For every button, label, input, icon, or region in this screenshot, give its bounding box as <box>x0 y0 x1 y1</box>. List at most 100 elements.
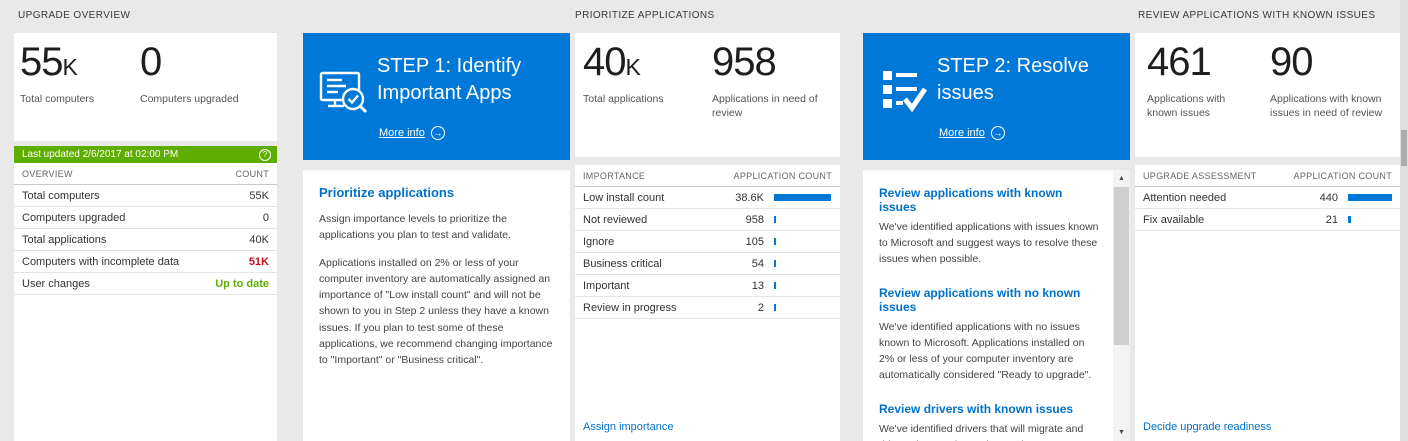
count-bar <box>774 216 776 223</box>
section-label-prioritize-applications: PRIORITIZE APPLICATIONS <box>575 10 715 21</box>
row-value: 55K <box>249 189 269 202</box>
row-value: 2 <box>757 301 764 314</box>
row-label: Computers with incomplete data <box>22 255 180 268</box>
bar-cell <box>774 275 832 296</box>
review-apps-known-issues-link[interactable]: Review applications with known issues <box>879 186 1063 214</box>
table-row-user-changes: User changes Up to date <box>14 273 277 295</box>
row-label: Important <box>583 279 630 292</box>
table-header: OVERVIEW COUNT <box>14 163 277 185</box>
table-row-low-install-count: Low install count 38.6K <box>575 187 840 209</box>
count-bar <box>774 304 776 311</box>
stat-suffix: K <box>625 54 641 80</box>
stat-value: 90 <box>1270 39 1388 90</box>
stat-number: 90 <box>1270 40 1313 84</box>
review-apps-known-issues-text: We've identified applications with issue… <box>879 221 1099 265</box>
stat-value: 0 <box>140 39 239 90</box>
column-header-overview: OVERVIEW <box>22 168 73 179</box>
review-apps-no-known-issues-link[interactable]: Review applications with no known issues <box>879 286 1081 315</box>
prioritize-stats-tile: 40K Total applications 958 Applications … <box>575 33 840 157</box>
row-label: Review in progress <box>583 301 677 314</box>
stat-label: Applications in need of review <box>712 93 818 119</box>
scroll-down-icon[interactable]: ▼ <box>1118 429 1125 436</box>
bar-cell <box>774 187 832 208</box>
count-bar <box>1348 216 1351 223</box>
row-label: Low install count <box>583 191 665 204</box>
count-bar <box>774 238 776 245</box>
row-label: Computers upgraded <box>22 211 126 224</box>
overview-stats-tile: 55K Total computers 0 Computers upgraded <box>14 33 277 141</box>
step2-card[interactable]: STEP 2: Resolve issues More info → <box>863 33 1130 160</box>
stat-value: 958 <box>712 39 824 90</box>
review-apps-no-known-issues-text: We've identified applications with no is… <box>879 321 1092 381</box>
review-drivers-known-issues-link[interactable]: Review drivers with known issues <box>879 402 1074 417</box>
table-row-total-applications: Total applications 40K <box>14 229 277 251</box>
stat-number: 0 <box>140 40 162 84</box>
importance-table-tile: IMPORTANCE APPLICATION COUNT Low install… <box>575 165 840 441</box>
decide-upgrade-readiness-link[interactable]: Decide upgrade readiness <box>1143 421 1272 433</box>
row-value-alert: 51K <box>248 255 269 268</box>
review-drivers-known-issues-text: We've identified drivers that will migra… <box>879 423 1090 441</box>
assign-importance-link[interactable]: Assign importance <box>583 421 674 433</box>
scrollbar-thumb[interactable] <box>1114 187 1129 345</box>
step2-content: Review applications with known issues We… <box>863 170 1113 441</box>
column-header-upgrade-assessment: UPGRADE ASSESSMENT <box>1143 170 1257 181</box>
step1-more-info-link[interactable]: More info → <box>379 126 445 140</box>
row-label: Fix available <box>1143 213 1205 226</box>
step1-card[interactable]: STEP 1: Identify Important Apps More inf… <box>303 33 570 160</box>
column-header-importance: IMPORTANCE <box>583 170 646 181</box>
table-row-review-in-progress: Review in progress 2 <box>575 297 840 319</box>
row-label: Total computers <box>22 189 100 202</box>
stat-apps-known-issues-need-review: 90 Applications with known issues in nee… <box>1270 39 1388 120</box>
bar-cell <box>774 231 832 252</box>
table-row-computers-upgraded: Computers upgraded 0 <box>14 207 277 229</box>
bar-cell <box>774 209 832 230</box>
column-header-application-count: APPLICATION COUNT <box>1293 170 1392 181</box>
stat-total-applications: 40K Total applications <box>583 39 664 107</box>
monitor-search-check-icon <box>318 66 370 123</box>
overview-table-tile: OVERVIEW COUNT Total computers 55K Compu… <box>14 163 277 441</box>
page-scrollbar[interactable] <box>1400 0 1408 441</box>
section-label-review-applications: REVIEW APPLICATIONS WITH KNOWN ISSUES <box>1138 10 1376 21</box>
step1-info-card: Prioritize applications Assign importanc… <box>303 170 570 441</box>
column-header-application-count: APPLICATION COUNT <box>733 170 832 181</box>
count-bar <box>774 194 831 201</box>
stat-apps-with-known-issues: 461 Applications with known issues <box>1147 39 1255 120</box>
help-icon[interactable]: ? <box>259 148 271 161</box>
stat-label: Applications with known issues <box>1147 93 1226 119</box>
row-label: Not reviewed <box>583 213 648 226</box>
prioritize-applications-heading[interactable]: Prioritize applications <box>319 185 455 200</box>
row-label: User changes <box>22 277 90 290</box>
table-row-business-critical: Business critical 54 <box>575 253 840 275</box>
step1-title: STEP 1: Identify Important Apps <box>377 55 522 104</box>
stat-number: 55 <box>20 40 63 84</box>
row-value: 13 <box>751 279 764 292</box>
checklist-check-icon <box>878 66 930 123</box>
stat-number: 461 <box>1147 40 1212 84</box>
info-paragraph-2: Applications installed on 2% or less of … <box>319 256 553 367</box>
stat-total-computers: 55K Total computers <box>20 39 94 107</box>
scroll-up-icon[interactable]: ▲ <box>1118 175 1125 182</box>
count-bar <box>1348 194 1392 201</box>
last-updated-text: Last updated 2/6/2017 at 02:00 PM <box>22 149 179 160</box>
step2-more-info-link[interactable]: More info → <box>939 126 1005 140</box>
row-label: Total applications <box>22 233 107 246</box>
upgrade-assessment-table-tile: UPGRADE ASSESSMENT APPLICATION COUNT Att… <box>1135 165 1400 441</box>
row-value: 21 <box>1325 213 1338 226</box>
more-info-label: More info <box>939 127 985 139</box>
stat-number: 958 <box>712 40 777 84</box>
table-header: IMPORTANCE APPLICATION COUNT <box>575 165 840 187</box>
page-scrollbar-thumb[interactable] <box>1401 130 1407 166</box>
bar-cell <box>774 253 832 274</box>
table-row-ignore: Ignore 105 <box>575 231 840 253</box>
stat-value: 461 <box>1147 39 1255 90</box>
stat-label: Total applications <box>583 93 664 105</box>
row-label: Business critical <box>583 257 662 270</box>
table-row-attention-needed: Attention needed 440 <box>1135 187 1400 209</box>
bar-cell <box>774 297 832 318</box>
arrow-right-icon: → <box>990 126 1005 140</box>
bar-cell <box>1348 187 1392 208</box>
stat-number: 40 <box>583 40 626 84</box>
table-row-not-reviewed: Not reviewed 958 <box>575 209 840 231</box>
stat-label: Total computers <box>20 93 95 105</box>
panel-scrollbar[interactable]: ▲ ▼ <box>1113 170 1130 441</box>
